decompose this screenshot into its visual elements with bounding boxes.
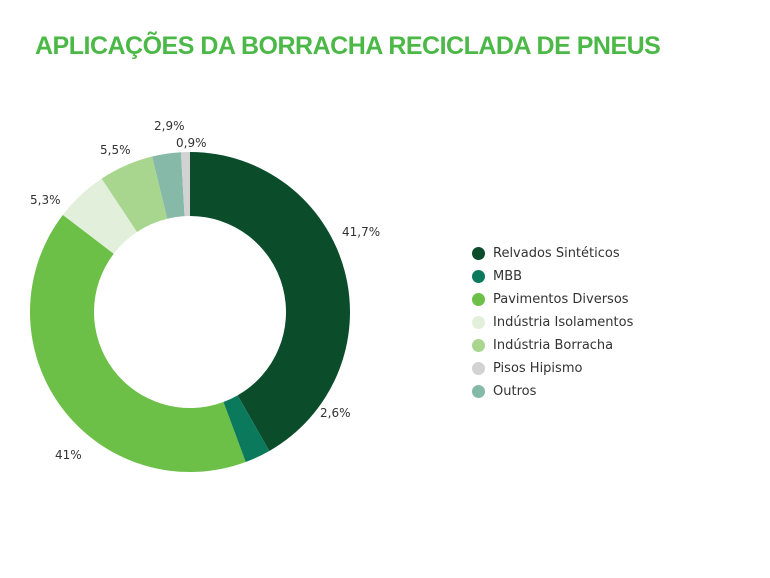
legend-swatch [472, 247, 485, 260]
data-label: 41,7% [342, 225, 380, 239]
legend-swatch [472, 362, 485, 375]
legend-label: Indústria Borracha [493, 338, 614, 353]
legend-label: MBB [493, 269, 523, 284]
data-label: 0,9% [176, 136, 207, 150]
legend-swatch [472, 385, 485, 398]
data-label: 2,9% [154, 119, 185, 133]
donut-slice-industria-borracha [101, 156, 168, 232]
legend-swatch [472, 270, 485, 283]
legend-item: Indústria Isolamentos [472, 311, 633, 334]
donut-slice-relvados-sinteticos [190, 152, 351, 451]
legend-swatch [472, 339, 485, 352]
donut-slice-outros [152, 152, 185, 219]
legend-swatch [472, 316, 485, 329]
donut-chart: 41,7% 2,6% 41% 5,3% 5,5% 2,9% 0,9% [30, 119, 380, 473]
legend-item: Indústria Borracha [472, 334, 633, 357]
data-label: 41% [55, 448, 82, 462]
chart-title: APLICAÇÕES DA BORRACHA RECICLADA DE PNEU… [35, 32, 661, 60]
data-label: 5,3% [30, 193, 61, 207]
legend-item: Pisos Hipismo [472, 357, 633, 380]
legend-item: Pavimentos Diversos [472, 288, 633, 311]
legend-swatch [472, 293, 485, 306]
legend-item: MBB [472, 265, 633, 288]
legend-label: Outros [493, 384, 537, 399]
data-label: 5,5% [100, 143, 131, 157]
legend: Relvados Sintéticos MBB Pavimentos Diverso… [472, 242, 633, 403]
legend-item: Outros [472, 380, 633, 403]
donut-slice-pisos-hipismo [180, 152, 190, 217]
donut-slice-mbb [223, 395, 270, 463]
donut-slice-industria-isolamentos [62, 178, 137, 254]
donut-slice-pavimentos-diversos [30, 214, 246, 473]
legend-item: Relvados Sintéticos [472, 242, 633, 265]
legend-label: Pisos Hipismo [493, 361, 583, 376]
data-label: 2,6% [320, 406, 351, 420]
legend-label: Indústria Isolamentos [493, 315, 634, 330]
legend-label: Relvados Sintéticos [493, 246, 620, 261]
legend-label: Pavimentos Diversos [493, 292, 629, 307]
